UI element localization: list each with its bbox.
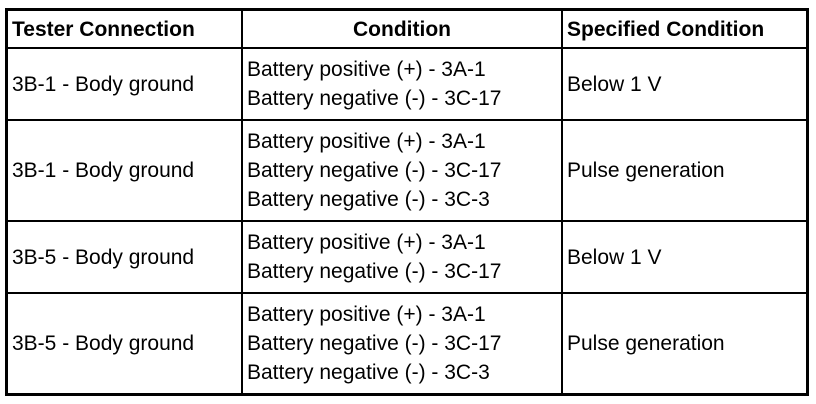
tester-connection-cell: 3B-5 - Body ground — [5, 220, 243, 294]
condition-cell: Battery positive (+) - 3A-1 Battery nega… — [241, 47, 563, 121]
condition-line: Battery negative (-) - 3C-17 — [247, 332, 502, 355]
condition-line: Battery negative (-) - 3C-17 — [247, 159, 502, 182]
condition-cell: Battery positive (+) - 3A-1 Battery nega… — [241, 119, 563, 222]
tester-connection-cell: 3B-1 - Body ground — [5, 47, 243, 121]
tester-connection-cell: 3B-5 - Body ground — [5, 292, 243, 396]
condition-line: Battery negative (-) - 3C-17 — [247, 87, 502, 110]
header-condition: Condition — [241, 8, 563, 49]
condition-line: Battery positive (+) - 3A-1 — [247, 231, 486, 254]
specified-condition-cell: Pulse generation — [561, 292, 809, 396]
condition-line: Battery negative (-) - 3C-3 — [247, 188, 490, 211]
condition-line: Battery positive (+) - 3A-1 — [247, 303, 486, 326]
table-row: 3B-5 - Body ground Battery positive (+) … — [5, 292, 809, 396]
specified-condition-cell: Below 1 V — [561, 220, 809, 294]
condition-line: Battery positive (+) - 3A-1 — [247, 58, 486, 81]
header-row: Tester Connection Condition Specified Co… — [5, 8, 809, 49]
condition-line: Battery positive (+) - 3A-1 — [247, 130, 486, 153]
table-row: 3B-5 - Body ground Battery positive (+) … — [5, 220, 809, 294]
specified-condition-cell: Below 1 V — [561, 47, 809, 121]
inspection-table: Tester Connection Condition Specified Co… — [5, 8, 809, 396]
condition-line: Battery negative (-) - 3C-17 — [247, 260, 502, 283]
condition-cell: Battery positive (+) - 3A-1 Battery nega… — [241, 220, 563, 294]
header-specified-condition: Specified Condition — [561, 8, 809, 49]
table-row: 3B-1 - Body ground Battery positive (+) … — [5, 119, 809, 222]
table-row: 3B-1 - Body ground Battery positive (+) … — [5, 47, 809, 121]
tester-connection-cell: 3B-1 - Body ground — [5, 119, 243, 222]
specified-condition-cell: Pulse generation — [561, 119, 809, 222]
header-tester-connection: Tester Connection — [5, 8, 243, 49]
condition-line: Battery negative (-) - 3C-3 — [247, 361, 490, 384]
condition-cell: Battery positive (+) - 3A-1 Battery nega… — [241, 292, 563, 396]
